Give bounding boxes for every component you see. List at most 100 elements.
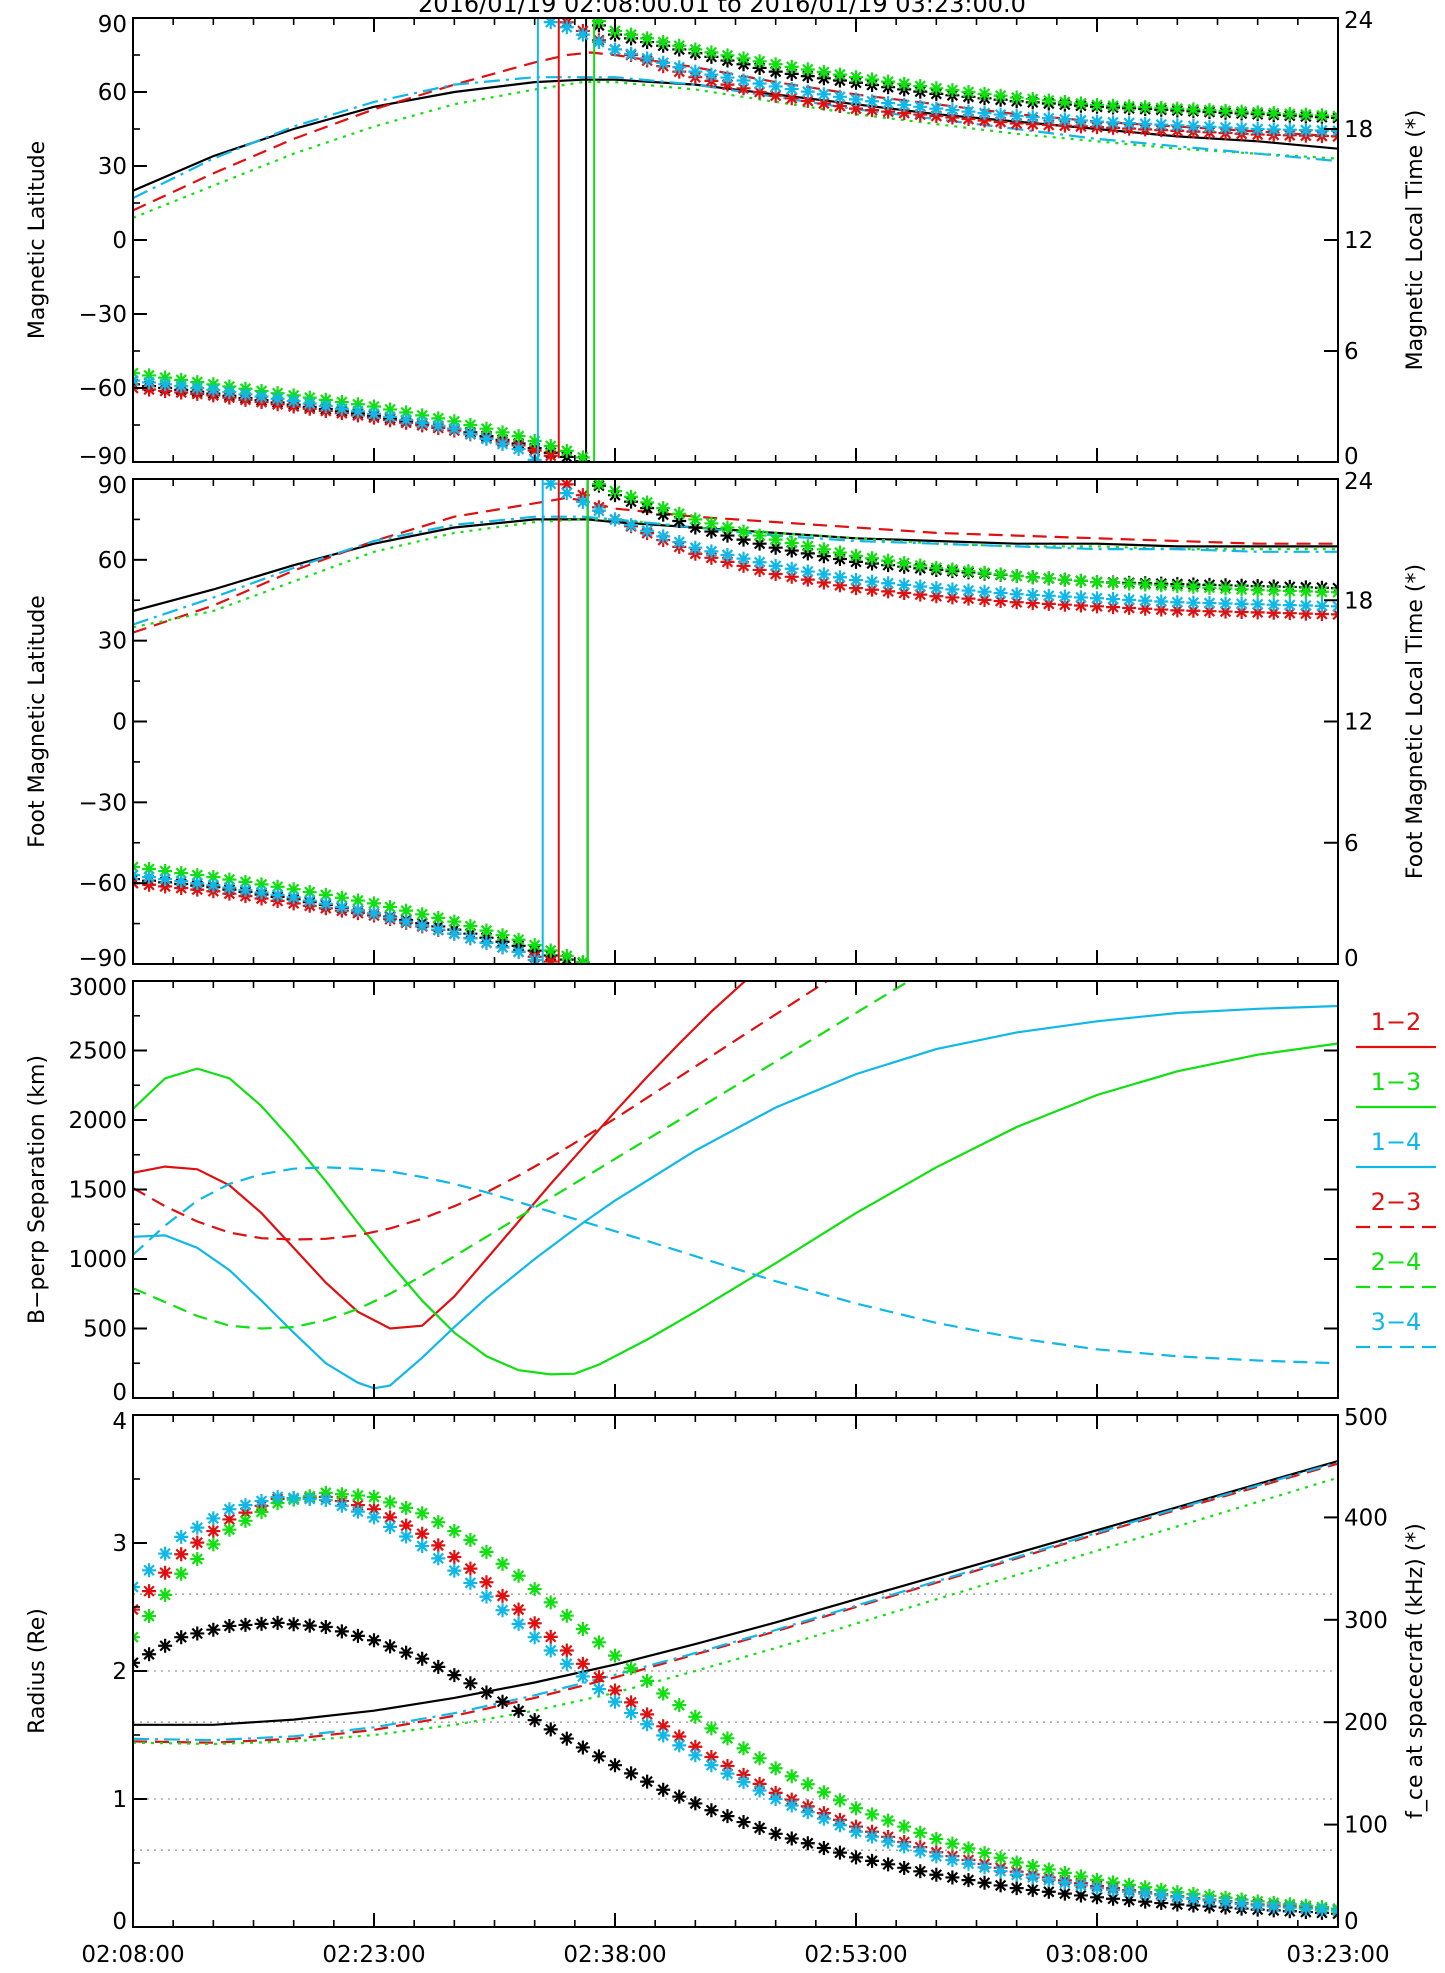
marker-sc3 <box>865 72 880 87</box>
marker-sc2 <box>784 569 799 584</box>
marker-sc4 <box>1298 1901 1313 1916</box>
marker-sc4 <box>302 893 317 908</box>
y-right-axis-title: Magnetic Local Time (*) <box>1403 110 1428 371</box>
marker-sc1 <box>897 1860 912 1875</box>
marker-sc1 <box>768 64 783 79</box>
marker-sc3 <box>768 1761 783 1776</box>
marker-sc3 <box>1041 571 1056 586</box>
marker-sc3 <box>511 932 526 947</box>
marker-sc4 <box>849 92 863 107</box>
marker-sc2 <box>1218 604 1233 619</box>
marker-sc4 <box>993 107 1008 122</box>
marker-sc1 <box>704 1803 719 1818</box>
marker-sc2 <box>367 1502 381 1517</box>
y-tick-label: 0 <box>112 1380 127 1406</box>
marker-sc4 <box>431 418 446 433</box>
marker-sc4 <box>945 582 960 597</box>
marker-sc4 <box>977 584 992 599</box>
marker-sc3 <box>543 1595 558 1610</box>
marker-sc1 <box>222 1618 237 1633</box>
y-right-tick-label: 12 <box>1344 228 1373 254</box>
y-axis-title: Foot Magnetic Latitude <box>25 595 50 848</box>
marker-sc4 <box>158 377 173 392</box>
marker-sc4 <box>238 1498 253 1513</box>
marker-sc3 <box>913 1825 928 1840</box>
marker-sc4 <box>656 529 671 544</box>
marker-sc4 <box>736 1775 751 1790</box>
marker-sc3 <box>1090 575 1104 590</box>
marker-sc2 <box>961 112 976 127</box>
marker-sc1 <box>350 1628 365 1643</box>
marker-sc2 <box>591 1670 606 1685</box>
marker-sc2 <box>1025 117 1040 132</box>
marker-sc2 <box>720 77 735 92</box>
legend-label: 3−4 <box>1371 1308 1422 1336</box>
marker-sc2 <box>543 1629 558 1644</box>
marker-sc2 <box>704 1750 719 1765</box>
marker-sc4 <box>1122 592 1137 607</box>
marker-sc1 <box>768 540 783 555</box>
marker-sc1 <box>688 520 703 535</box>
series-group <box>133 981 1338 1390</box>
marker-sc3 <box>688 1709 703 1724</box>
marker-sc4 <box>1025 587 1040 602</box>
series-line-sc2 <box>133 981 830 1241</box>
marker-sc4 <box>1250 597 1265 612</box>
marker-group <box>133 18 1338 462</box>
marker-sc2 <box>174 1547 189 1562</box>
marker-sc3 <box>704 1721 719 1736</box>
marker-sc3 <box>254 877 269 892</box>
marker-sc3 <box>222 1522 237 1537</box>
marker-sc3 <box>286 882 301 897</box>
marker-sc3 <box>399 1500 414 1515</box>
marker-sc3 <box>527 1582 542 1597</box>
marker-sc4 <box>1106 1882 1121 1897</box>
marker-sc4 <box>1154 1888 1169 1903</box>
marker-sc1 <box>736 1815 751 1830</box>
y-right-tick-label: 100 <box>1344 1813 1388 1839</box>
marker-sc3 <box>527 938 542 953</box>
marker-sc4 <box>624 1705 639 1720</box>
marker-sc3 <box>479 923 494 938</box>
marker-sc3 <box>832 67 847 82</box>
marker-sc4 <box>913 99 928 114</box>
marker-sc1 <box>1025 1882 1040 1897</box>
marker-sc4 <box>1009 1867 1024 1882</box>
marker-sc2 <box>688 1739 703 1754</box>
marker-sc4 <box>511 1616 526 1631</box>
marker-sc4 <box>367 406 381 421</box>
y-right-tick-label: 18 <box>1344 117 1373 143</box>
marker-sc1 <box>1170 1897 1185 1912</box>
marker-sc4 <box>1202 596 1217 611</box>
marker-sc2 <box>142 877 157 892</box>
marker-sc3 <box>415 1506 430 1521</box>
marker-sc4 <box>640 51 655 66</box>
marker-sc4 <box>608 1694 622 1709</box>
marker-sc2 <box>768 566 783 581</box>
marker-sc2 <box>1154 602 1169 617</box>
marker-sc1 <box>768 1826 783 1841</box>
marker-sc1 <box>158 1638 173 1653</box>
marker-sc3 <box>865 1807 880 1822</box>
marker-sc2 <box>1073 598 1088 613</box>
marker-sc4 <box>415 1539 430 1554</box>
marker-sc1 <box>174 1630 189 1645</box>
marker-sc4 <box>1009 109 1024 124</box>
marker-sc3 <box>752 54 767 69</box>
marker-sc3 <box>865 551 880 566</box>
marker-sc4 <box>190 381 205 395</box>
marker-sc4 <box>479 431 494 446</box>
marker-sc3 <box>1202 580 1217 595</box>
marker-sc4 <box>784 1798 799 1813</box>
marker-sc4 <box>1250 122 1265 136</box>
marker-sc4 <box>399 914 414 929</box>
marker-sc3 <box>1154 100 1169 115</box>
marker-sc1 <box>608 1758 622 1773</box>
marker-sc2 <box>993 114 1008 129</box>
marker-sc3 <box>881 74 896 89</box>
marker-sc3 <box>318 887 333 902</box>
marker-sc3 <box>752 528 767 543</box>
x-tick-label: 03:08:00 <box>1045 1942 1148 1968</box>
marker-sc4 <box>286 1490 301 1505</box>
marker-sc4 <box>350 404 365 419</box>
